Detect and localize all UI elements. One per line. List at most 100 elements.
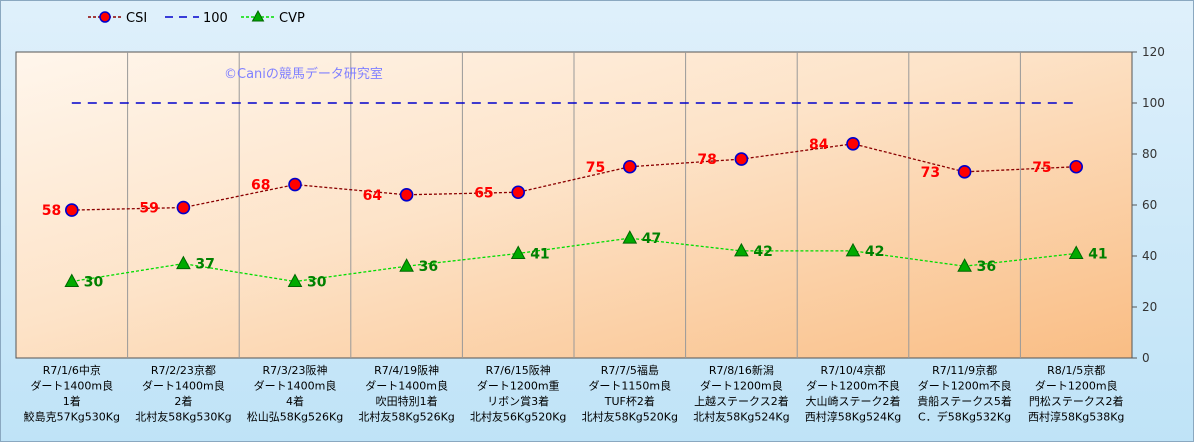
cvp-point (1068, 245, 1084, 259)
x-category-label: R7/3/23阪神ダート1400m良 4着松山弘58Kg526Kg (247, 363, 343, 424)
x-category-line: ダート1200m不良 (806, 379, 900, 393)
x-category-line: R7/3/23阪神 (262, 363, 327, 377)
y-tick-label: 40 (1142, 249, 1157, 263)
csi-data-label: 65 (474, 185, 493, 201)
x-category-line: 1着 (63, 394, 81, 408)
cvp-data-label: 37 (195, 257, 214, 273)
csi-data-label: 58 (42, 203, 61, 219)
x-category-line: 鮫島克57Kg530Kg (24, 410, 120, 424)
cvp-point (845, 242, 861, 257)
x-category-line: ダート1400m良 (142, 379, 225, 393)
legend-label-cvp: CVP (279, 11, 305, 26)
x-category-label: R7/1/6中京ダート1400m良 1着鮫島克57Kg530Kg (24, 363, 120, 424)
x-category-label: R7/6/15阪神ダート1200m重リボン賞3着北村友56Kg520Kg (470, 363, 566, 424)
x-category-line: 門松ステークス2着 (1029, 394, 1124, 408)
csi-data-label: 78 (697, 152, 716, 168)
x-category-line: 北村友58Kg520Kg (582, 410, 678, 424)
y-tick-label: 120 (1142, 45, 1165, 59)
series-line-csi (71, 143, 1077, 211)
x-category-line: R8/1/5京都 (1047, 363, 1105, 377)
series-line-cvp (71, 237, 1077, 283)
csi-data-label: 68 (251, 178, 270, 194)
x-category-line: 4着 (286, 394, 304, 408)
csi-point (399, 188, 414, 202)
x-category-line: リボン賞3着 (487, 394, 549, 408)
x-category-line: C．デ58Kg532Kg (918, 410, 1011, 424)
csi-data-label: 75 (1032, 160, 1051, 176)
x-category-label: R7/4/19阪神ダート1400m良吹田特別1着北村友58Kg526Kg (358, 363, 454, 424)
x-category-label: R7/10/4京都ダート1200m不良大山崎ステーク2着西村淳58Kg524Kg (805, 363, 901, 424)
x-category-line: R7/4/19阪神 (374, 363, 439, 377)
x-category-line: R7/11/9京都 (932, 363, 997, 377)
y-tick-label: 0 (1142, 351, 1150, 365)
y-tick-label: 100 (1142, 96, 1165, 110)
x-category-line: 北村友56Kg520Kg (470, 410, 566, 424)
x-category-line: R7/6/15阪神 (486, 363, 551, 377)
cvp-point (64, 273, 80, 287)
x-category-line: R7/10/4京都 (820, 363, 885, 377)
cvp-data-label: 36 (419, 259, 438, 275)
csi-data-label: 75 (586, 160, 605, 176)
legend-marker-cvp (251, 9, 265, 22)
csi-point (511, 185, 526, 200)
csi-point (846, 137, 860, 151)
csi-point (622, 159, 637, 174)
x-category-label: R7/8/16新潟ダート1200m良上越ステークス2着北村友58Kg524Kg (693, 363, 789, 424)
x-category-line: 松山弘58Kg526Kg (247, 410, 343, 424)
cvp-data-label: 42 (753, 244, 772, 260)
x-category-line: 北村友58Kg524Kg (693, 410, 789, 424)
legend-label-csi: CSI (126, 11, 147, 26)
x-category-label: R8/1/5京都ダート1200m良門松ステークス2着西村淳58Kg538Kg (1028, 363, 1124, 424)
csi-point (957, 165, 972, 179)
legend-marker-csi (99, 11, 111, 23)
cvp-data-label: 30 (307, 275, 327, 291)
cvp-data-label: 41 (530, 246, 549, 262)
csi-point (65, 203, 79, 217)
x-category-line: ダート1200m良 (700, 379, 783, 393)
x-category-label: R7/2/23京都ダート1400m良 2着北村友58Kg530Kg (135, 363, 231, 424)
x-category-line: ダート1200m重 (477, 379, 560, 393)
x-category-line: ダート1150m良 (588, 379, 671, 393)
x-category-line: TUF杯2着 (604, 394, 655, 408)
x-category-line: R7/1/6中京 (43, 363, 101, 377)
x-category-label: R7/7/5福島ダート1150m良 TUF杯2着北村友58Kg520Kg (582, 363, 678, 424)
watermark: ©Caniの競馬データ研究室 (224, 66, 383, 82)
x-category-line: ダート1400m良 (365, 379, 448, 393)
x-category-line: ダート1400m良 (254, 379, 337, 393)
x-category-line: R7/7/5福島 (601, 363, 659, 377)
y-tick-label: 60 (1142, 198, 1157, 212)
csi-point (176, 200, 191, 215)
csi-data-label: 73 (921, 165, 940, 181)
cvp-data-label: 42 (865, 244, 884, 260)
x-category-line: 大山崎ステーク2着 (806, 394, 901, 408)
x-category-line: 貴船ステークス5着 (917, 394, 1012, 408)
x-category-line: 北村友58Kg526Kg (358, 410, 454, 424)
cvp-point (176, 255, 191, 270)
cvp-point (957, 258, 972, 272)
x-category-line: 西村淳58Kg538Kg (1028, 410, 1124, 424)
y-tick-label: 80 (1142, 147, 1157, 161)
csi-point (1069, 159, 1083, 174)
csi-data-label: 64 (363, 188, 383, 204)
x-category-line: R7/2/23京都 (151, 363, 216, 377)
cvp-data-label: 47 (642, 231, 661, 247)
y-tick-label: 20 (1142, 300, 1157, 314)
csi-point (734, 152, 749, 166)
x-category-line: 北村友58Kg530Kg (135, 410, 231, 424)
x-category-line: ダート1400m良 (30, 379, 113, 393)
csi-data-label: 84 (809, 137, 829, 153)
x-category-line: ダート1200m良 (1035, 379, 1118, 393)
x-category-line: ダート1200m不良 (918, 379, 1012, 393)
cvp-point (510, 245, 526, 259)
x-category-line: 上越ステークス2着 (694, 394, 789, 408)
cvp-point (287, 273, 303, 287)
csi-data-label: 59 (139, 201, 158, 217)
cvp-point (734, 242, 749, 257)
cvp-data-label: 30 (84, 275, 104, 291)
cvp-point (622, 230, 638, 244)
csi-point (288, 177, 302, 192)
cvp-data-label: 36 (977, 259, 996, 275)
x-category-line: 吹田特別1着 (376, 394, 438, 408)
x-category-line: 2着 (174, 394, 192, 408)
